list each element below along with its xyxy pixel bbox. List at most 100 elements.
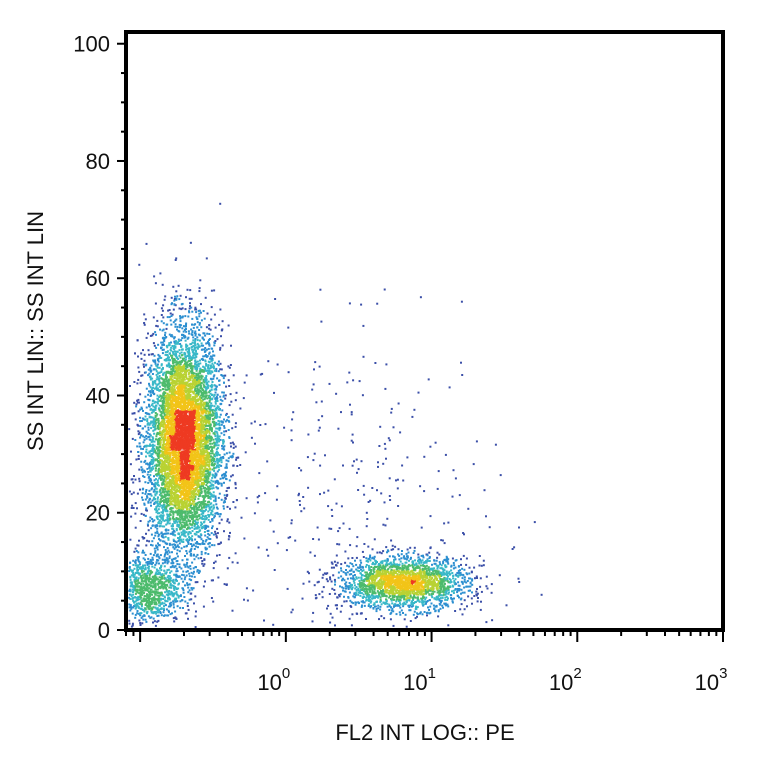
- event-dot: [206, 397, 209, 400]
- event-dot: [171, 356, 173, 359]
- event-dot: [198, 416, 200, 419]
- event-dot: [189, 509, 192, 512]
- event-dot: [134, 478, 137, 481]
- event-dot: [183, 357, 186, 360]
- event-dot: [203, 563, 206, 566]
- event-dot: [216, 480, 219, 483]
- event-dot: [185, 411, 188, 414]
- event-dot: [245, 497, 248, 500]
- event-dot: [205, 422, 208, 425]
- event-dot: [186, 605, 189, 607]
- event-dot: [194, 475, 197, 478]
- event-dot: [164, 551, 167, 554]
- event-dot: [211, 397, 214, 400]
- event-dot: [203, 524, 206, 527]
- event-dot: [221, 344, 224, 347]
- event-dot: [208, 534, 211, 537]
- event-dot: [169, 584, 172, 587]
- event-dot: [168, 333, 171, 336]
- event-dot: [195, 420, 198, 423]
- event-dot: [157, 343, 160, 346]
- event-dot: [177, 371, 180, 374]
- event-dot: [180, 370, 183, 373]
- event-dot: [218, 454, 221, 456]
- event-dot: [178, 461, 181, 464]
- event-dot: [208, 428, 211, 431]
- event-dot: [144, 395, 147, 398]
- event-dot: [193, 442, 195, 445]
- event-dot: [222, 391, 225, 394]
- event-dot: [141, 468, 144, 471]
- event-dot: [152, 410, 155, 413]
- event-dot: [198, 339, 201, 342]
- event-dot: [218, 420, 221, 423]
- event-dot: [191, 449, 193, 452]
- event-dot: [157, 353, 160, 356]
- event-dot: [212, 507, 215, 510]
- event-dot: [174, 259, 177, 261]
- event-dot: [180, 344, 183, 347]
- event-dot: [170, 346, 173, 349]
- event-dot: [154, 572, 157, 575]
- event-dot: [183, 375, 186, 378]
- event-dot: [167, 402, 169, 405]
- event-dot: [188, 332, 191, 335]
- event-dot: [164, 334, 166, 337]
- event-dot: [194, 408, 197, 411]
- event-dot: [170, 407, 173, 410]
- event-dot: [149, 501, 152, 504]
- event-dot: [160, 520, 163, 523]
- event-dot: [158, 366, 161, 369]
- event-dot: [213, 459, 216, 462]
- event-dot: [169, 510, 172, 513]
- event-dot: [143, 551, 146, 554]
- event-dot: [198, 329, 201, 331]
- event-dot: [149, 334, 152, 337]
- event-dot: [181, 405, 184, 408]
- event-dot: [167, 474, 170, 477]
- event-dot: [188, 362, 191, 365]
- event-dot: [176, 482, 179, 485]
- event-dot: [207, 340, 209, 343]
- event-dot: [176, 295, 179, 298]
- event-dot: [145, 387, 148, 390]
- event-dot: [156, 512, 159, 515]
- event-dot: [170, 405, 173, 408]
- event-dot: [187, 387, 190, 390]
- event-dot: [147, 426, 150, 429]
- event-dot: [194, 615, 197, 618]
- event-dot: [168, 430, 170, 433]
- event-dot: [185, 330, 188, 333]
- event-dot: [144, 318, 147, 321]
- event-dot: [201, 473, 204, 475]
- event-dot: [188, 307, 191, 310]
- event-dot: [225, 466, 228, 469]
- event-dot: [223, 481, 225, 484]
- event-dot: [159, 421, 162, 424]
- event-dot: [200, 445, 203, 448]
- event-dot: [203, 432, 206, 435]
- event-dot: [156, 366, 159, 369]
- event-dot: [211, 411, 214, 414]
- event-dot: [184, 426, 187, 429]
- event-dot: [171, 354, 174, 357]
- event-dot: [164, 402, 167, 405]
- event-dot: [167, 449, 170, 452]
- event-dot: [140, 447, 143, 450]
- event-dot: [164, 490, 167, 493]
- event-dot: [199, 476, 202, 478]
- event-dot: [162, 436, 165, 439]
- event-dot: [226, 419, 228, 422]
- event-dot: [150, 369, 153, 372]
- event-dot: [211, 476, 214, 479]
- event-dot: [184, 339, 187, 342]
- event-dot: [181, 438, 184, 441]
- event-dot: [153, 392, 156, 395]
- event-dot: [159, 459, 162, 462]
- event-dot: [158, 502, 161, 505]
- event-dot: [151, 334, 154, 337]
- event-dot: [164, 428, 167, 431]
- event-dot: [161, 562, 164, 565]
- event-dot: [214, 481, 217, 484]
- event-dot: [192, 396, 194, 399]
